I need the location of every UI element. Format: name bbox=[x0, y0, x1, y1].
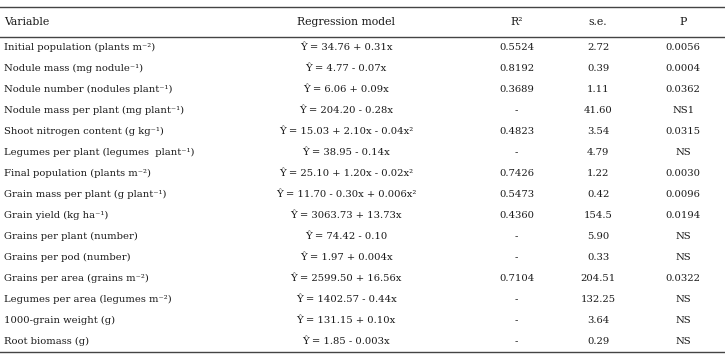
Text: 132.25: 132.25 bbox=[581, 295, 616, 304]
Text: NS: NS bbox=[676, 295, 691, 304]
Text: 0.0362: 0.0362 bbox=[666, 85, 701, 94]
Text: 0.7426: 0.7426 bbox=[499, 169, 534, 178]
Text: 0.29: 0.29 bbox=[587, 337, 609, 346]
Text: R²: R² bbox=[510, 17, 523, 27]
Text: Ŷ = 1.85 - 0.003x: Ŷ = 1.85 - 0.003x bbox=[302, 337, 390, 346]
Text: 5.90: 5.90 bbox=[587, 232, 609, 241]
Text: NS: NS bbox=[676, 337, 691, 346]
Text: 1.11: 1.11 bbox=[587, 85, 610, 94]
Text: 0.33: 0.33 bbox=[587, 253, 609, 262]
Text: 0.42: 0.42 bbox=[587, 190, 609, 199]
Text: Legumes per area (legumes m⁻²): Legumes per area (legumes m⁻²) bbox=[4, 295, 172, 304]
Text: 0.7104: 0.7104 bbox=[499, 274, 534, 283]
Text: -: - bbox=[515, 148, 518, 157]
Text: 4.79: 4.79 bbox=[587, 148, 609, 157]
Text: Regression model: Regression model bbox=[297, 17, 395, 27]
Text: 0.0056: 0.0056 bbox=[666, 43, 701, 52]
Text: Ŷ = 3063.73 + 13.73x: Ŷ = 3063.73 + 13.73x bbox=[291, 211, 402, 220]
Text: 0.0194: 0.0194 bbox=[666, 211, 701, 220]
Text: 3.54: 3.54 bbox=[587, 127, 609, 136]
Text: 0.4823: 0.4823 bbox=[499, 127, 534, 136]
Text: Root biomass (g): Root biomass (g) bbox=[4, 337, 89, 346]
Text: -: - bbox=[515, 295, 518, 304]
Text: Ŷ = 1.97 + 0.004x: Ŷ = 1.97 + 0.004x bbox=[300, 253, 392, 262]
Text: Ŷ = 204.20 - 0.28x: Ŷ = 204.20 - 0.28x bbox=[299, 106, 393, 115]
Text: Ŷ = 131.15 + 0.10x: Ŷ = 131.15 + 0.10x bbox=[297, 316, 396, 325]
Text: Grain yield (kg ha⁻¹): Grain yield (kg ha⁻¹) bbox=[4, 211, 109, 220]
Text: 0.5473: 0.5473 bbox=[499, 190, 534, 199]
Text: 1.22: 1.22 bbox=[587, 169, 609, 178]
Text: 0.39: 0.39 bbox=[587, 64, 609, 73]
Text: 204.51: 204.51 bbox=[581, 274, 616, 283]
Text: Grain mass per plant (g plant⁻¹): Grain mass per plant (g plant⁻¹) bbox=[4, 190, 167, 199]
Text: Ŷ = 38.95 - 0.14x: Ŷ = 38.95 - 0.14x bbox=[302, 148, 390, 157]
Text: Ŷ = 15.03 + 2.10x - 0.04x²: Ŷ = 15.03 + 2.10x - 0.04x² bbox=[279, 127, 413, 136]
Text: Final population (plants m⁻²): Final population (plants m⁻²) bbox=[4, 169, 152, 178]
Text: Ŷ = 34.76 + 0.31x: Ŷ = 34.76 + 0.31x bbox=[300, 43, 392, 52]
Text: 0.0322: 0.0322 bbox=[666, 274, 701, 283]
Text: 0.0004: 0.0004 bbox=[666, 64, 701, 73]
Text: Nodule number (nodules plant⁻¹): Nodule number (nodules plant⁻¹) bbox=[4, 85, 173, 94]
Text: Legumes per plant (legumes  plant⁻¹): Legumes per plant (legumes plant⁻¹) bbox=[4, 148, 195, 157]
Text: Shoot nitrogen content (g kg⁻¹): Shoot nitrogen content (g kg⁻¹) bbox=[4, 127, 165, 136]
Text: NS: NS bbox=[676, 316, 691, 325]
Text: 0.0315: 0.0315 bbox=[666, 127, 701, 136]
Text: -: - bbox=[515, 337, 518, 346]
Text: -: - bbox=[515, 232, 518, 241]
Text: 3.64: 3.64 bbox=[587, 316, 609, 325]
Text: Ŷ = 2599.50 + 16.56x: Ŷ = 2599.50 + 16.56x bbox=[291, 274, 402, 283]
Text: Ŷ = 11.70 - 0.30x + 0.006x²: Ŷ = 11.70 - 0.30x + 0.006x² bbox=[276, 190, 416, 199]
Text: Ŷ = 25.10 + 1.20x - 0.02x²: Ŷ = 25.10 + 1.20x - 0.02x² bbox=[279, 169, 413, 178]
Text: Initial population (plants m⁻²): Initial population (plants m⁻²) bbox=[4, 43, 156, 52]
Text: NS: NS bbox=[676, 253, 691, 262]
Text: 0.5524: 0.5524 bbox=[499, 43, 534, 52]
Text: Grains per area (grains m⁻²): Grains per area (grains m⁻²) bbox=[4, 274, 149, 283]
Text: Nodule mass (mg nodule⁻¹): Nodule mass (mg nodule⁻¹) bbox=[4, 64, 144, 73]
Text: NS1: NS1 bbox=[672, 106, 695, 115]
Text: Ŷ = 6.06 + 0.09x: Ŷ = 6.06 + 0.09x bbox=[303, 85, 389, 94]
Text: 0.0030: 0.0030 bbox=[666, 169, 701, 178]
Text: 0.0096: 0.0096 bbox=[666, 190, 701, 199]
Text: -: - bbox=[515, 106, 518, 115]
Text: 154.5: 154.5 bbox=[584, 211, 613, 220]
Text: 0.8192: 0.8192 bbox=[499, 64, 534, 73]
Text: Grains per plant (number): Grains per plant (number) bbox=[4, 232, 138, 241]
Text: NS: NS bbox=[676, 232, 691, 241]
Text: Variable: Variable bbox=[4, 17, 49, 27]
Text: Ŷ = 74.42 - 0.10: Ŷ = 74.42 - 0.10 bbox=[305, 232, 387, 241]
Text: s.e.: s.e. bbox=[589, 17, 608, 27]
Text: 0.4360: 0.4360 bbox=[499, 211, 534, 220]
Text: Nodule mass per plant (mg plant⁻¹): Nodule mass per plant (mg plant⁻¹) bbox=[4, 106, 184, 115]
Text: NS: NS bbox=[676, 148, 691, 157]
Text: Grains per pod (number): Grains per pod (number) bbox=[4, 253, 131, 262]
Text: 2.72: 2.72 bbox=[587, 43, 609, 52]
Text: 1000-grain weight (g): 1000-grain weight (g) bbox=[4, 316, 115, 325]
Text: -: - bbox=[515, 316, 518, 325]
Text: -: - bbox=[515, 253, 518, 262]
Text: 0.3689: 0.3689 bbox=[499, 85, 534, 94]
Text: 41.60: 41.60 bbox=[584, 106, 613, 115]
Text: Ŷ = 1402.57 - 0.44x: Ŷ = 1402.57 - 0.44x bbox=[296, 295, 397, 304]
Text: Ŷ = 4.77 - 0.07x: Ŷ = 4.77 - 0.07x bbox=[305, 64, 387, 73]
Text: P: P bbox=[679, 17, 687, 27]
